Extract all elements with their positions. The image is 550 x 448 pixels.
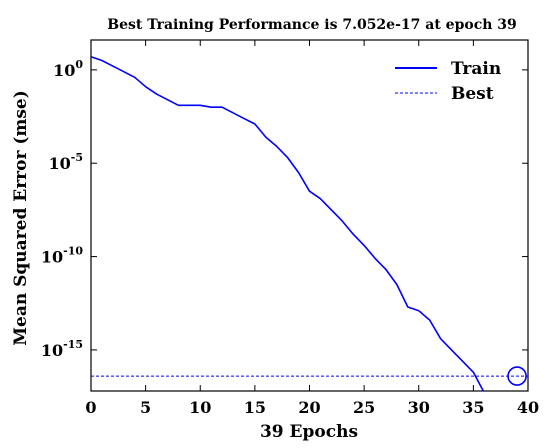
- y-tick-base: 10: [49, 154, 71, 173]
- y-tick-label: 100: [53, 58, 83, 80]
- x-tick-label: 35: [462, 398, 484, 417]
- x-tick-label: 40: [517, 398, 539, 417]
- y-tick-base: 10: [41, 341, 63, 360]
- train-line: [90, 56, 485, 392]
- legend: Train Best: [395, 59, 501, 104]
- y-tick-exponent: -15: [63, 338, 83, 351]
- x-tick-label: 5: [140, 398, 151, 417]
- x-tick-label: 25: [353, 398, 375, 417]
- x-tick-label: 20: [298, 398, 320, 417]
- y-tick-exponent: -10: [63, 245, 83, 258]
- y-tick-base: 10: [41, 248, 63, 267]
- x-axis-label: 39 Epochs: [260, 422, 358, 442]
- best-point-marker: [507, 366, 527, 386]
- x-tick-label: 30: [408, 398, 430, 417]
- legend-best-label: Best: [451, 84, 494, 104]
- legend-train-label: Train: [451, 59, 501, 79]
- x-tick-label: 10: [189, 398, 211, 417]
- y-tick-label: 10-5: [49, 151, 84, 173]
- y-tick-base: 10: [53, 61, 75, 80]
- x-tick-label: 15: [244, 398, 266, 417]
- x-axis-ticks: 0 5 10 15 20 25 30 35 40: [85, 40, 539, 417]
- y-axis-label: Mean Squared Error (mse): [11, 90, 31, 346]
- y-tick-exponent: -5: [71, 151, 83, 164]
- chart-title: Best Training Performance is 7.052e-17 a…: [107, 17, 517, 33]
- x-tick-label: 0: [85, 398, 96, 417]
- y-tick-label: 10-10: [41, 245, 83, 267]
- y-tick-label: 10-15: [41, 338, 83, 360]
- y-tick-exponent: 0: [75, 58, 83, 71]
